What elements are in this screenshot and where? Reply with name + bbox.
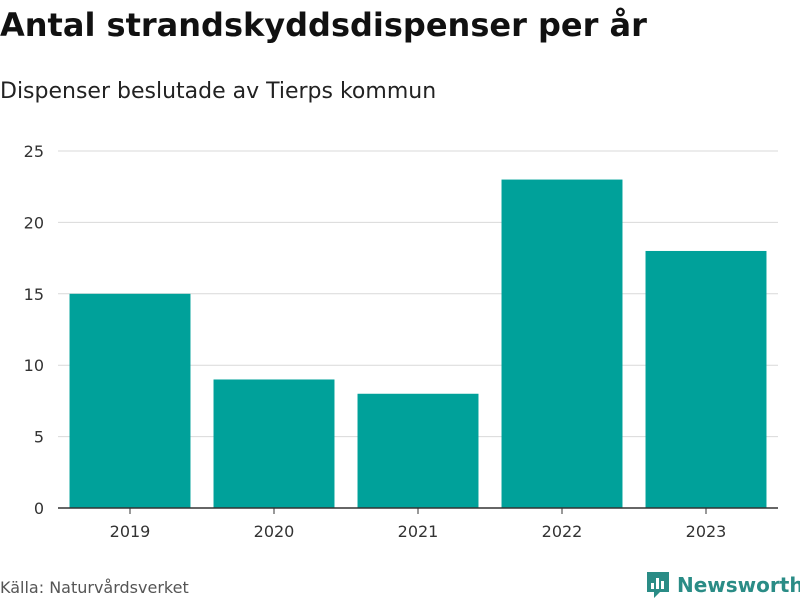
x-tick-label: 2020	[254, 522, 295, 541]
y-tick-label: 5	[34, 428, 44, 447]
y-tick-label: 20	[24, 213, 44, 232]
newsworthy-logo-icon	[647, 572, 669, 598]
y-tick-label: 10	[24, 356, 44, 375]
x-tick-label: 2023	[686, 522, 727, 541]
brand-name: Newsworthy	[677, 573, 800, 597]
bar-2020	[213, 379, 335, 508]
chart-subtitle: Dispenser beslutade av Tierps kommun	[0, 79, 437, 104]
chart-title: Antal strandskyddsdispenser per år	[0, 6, 647, 44]
x-tick-label: 2022	[542, 522, 583, 541]
y-tick-label: 0	[34, 499, 44, 518]
bar-2019	[69, 293, 191, 508]
brand: Newsworthy	[645, 570, 800, 600]
bar-2022	[501, 179, 623, 508]
bar-2023	[645, 250, 767, 508]
y-tick-label: 15	[24, 285, 44, 304]
x-tick-label: 2019	[110, 522, 151, 541]
bar-2021	[357, 393, 479, 508]
x-tick-label: 2021	[398, 522, 439, 541]
source-note: Källa: Naturvårdsverket	[0, 578, 189, 597]
y-tick-label: 25	[24, 142, 44, 161]
